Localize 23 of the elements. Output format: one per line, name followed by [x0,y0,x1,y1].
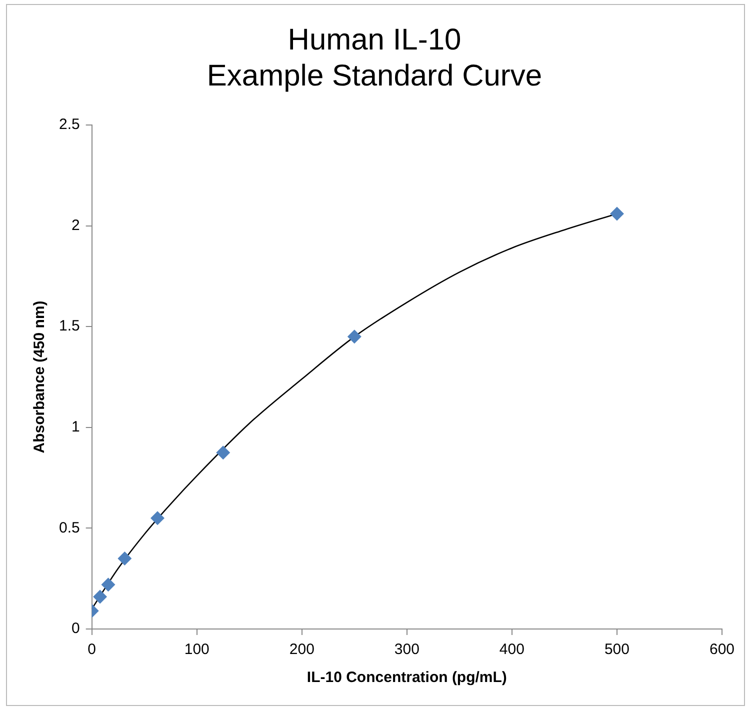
point [610,206,624,221]
x-tick-label: 300 [394,641,420,658]
point [101,578,116,592]
y-tick-label: 2.5 [58,116,80,134]
point [93,590,108,604]
x-tick-label: 600 [709,641,735,658]
point [150,511,164,526]
y-axis-title: Absorbance (450 nm) [31,300,48,454]
y-tick-label: 2 [72,216,80,234]
x-tick-label: 200 [289,641,314,658]
y-tick-label: 0 [72,620,80,638]
x-tick-label: 0 [88,641,96,658]
point [216,446,230,460]
x-tick-label: 500 [604,641,630,658]
y-tick-label: 1.5 [58,318,80,335]
y-tick-label: 0.5 [58,519,80,536]
x-axis-title: IL-10 Concentration (pg/mL) [306,669,507,686]
point [118,551,132,566]
point [347,330,362,344]
y-tick-label: 1 [72,418,80,436]
x-tick-label: 400 [499,641,524,658]
chart-title: Human IL-10 Example Standard Curve [206,23,542,92]
x-tick-label: 100 [184,641,210,658]
